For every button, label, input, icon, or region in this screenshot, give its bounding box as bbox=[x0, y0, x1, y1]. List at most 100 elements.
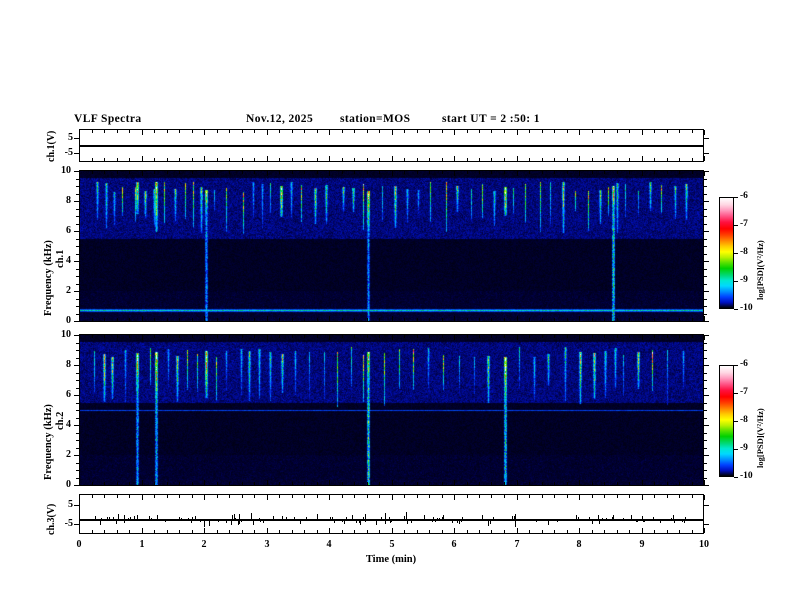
ch3-spike bbox=[602, 518, 603, 519]
ch3-spike bbox=[239, 514, 240, 519]
ch1-volt-tick bbox=[74, 153, 79, 154]
ch3w-xtick-bot bbox=[517, 528, 518, 533]
ch1s-xtick-bot bbox=[117, 318, 118, 321]
ch1-spectrogram-canvas bbox=[80, 171, 703, 321]
ch3-spike bbox=[209, 520, 210, 526]
ch3w-xtick-top bbox=[629, 495, 630, 498]
ch2-freq-minor bbox=[76, 403, 79, 404]
ch2s-xtick-top bbox=[154, 335, 155, 338]
ch1s-xtick-top bbox=[517, 171, 518, 176]
ch1w-xtick-top bbox=[542, 130, 543, 133]
ch1w-xtick-bot bbox=[617, 158, 618, 161]
ch3-volt-tick bbox=[74, 505, 79, 506]
ch1-freq-minor-r bbox=[704, 276, 707, 277]
ch2s-xtick-top bbox=[242, 335, 243, 338]
ch1w-xtick-top bbox=[367, 130, 368, 133]
ch1s-xtick-top bbox=[592, 171, 593, 174]
ch1s-xtick-top bbox=[467, 171, 468, 174]
ch2s-xtick-top bbox=[179, 335, 180, 338]
ch3w-xtick-top bbox=[367, 495, 368, 498]
ch3w-xtick-top bbox=[429, 495, 430, 498]
colorbar-ch1-ticklabel--8: -8 bbox=[740, 247, 748, 257]
ch1-freq-tick-10 bbox=[74, 171, 79, 172]
ch2s-xtick-top bbox=[654, 335, 655, 338]
ch2-freq-minor bbox=[76, 380, 79, 381]
ch1w-xtick-bot bbox=[204, 156, 205, 161]
ch1w-xtick-bot bbox=[679, 158, 680, 161]
ch3-spike bbox=[644, 520, 645, 522]
ch2s-xtick-top bbox=[142, 335, 143, 340]
ch2s-xtick-top bbox=[117, 335, 118, 338]
ch3-spike bbox=[514, 516, 515, 519]
ch3-spike bbox=[407, 520, 408, 524]
ch2s-xtick-bot bbox=[679, 482, 680, 485]
ch2s-xtick-top bbox=[267, 335, 268, 340]
ch3-spike bbox=[443, 515, 444, 519]
ch2s-xtick-top bbox=[554, 335, 555, 338]
ch1-freq-minor-r bbox=[704, 299, 707, 300]
ch2-freq-minor-r bbox=[704, 470, 707, 471]
ch3-spike bbox=[515, 520, 516, 527]
ch3w-xtick-top bbox=[192, 495, 193, 498]
ch3-spike bbox=[356, 520, 357, 523]
ch2s-xtick-bot bbox=[554, 482, 555, 485]
ch1s-xtick-top bbox=[104, 171, 105, 174]
ch1s-xtick-top bbox=[642, 171, 643, 176]
ch1w-xtick-top bbox=[254, 130, 255, 133]
ch2-freq-minor bbox=[76, 440, 79, 441]
ch1-volt-ticklabel: -5 bbox=[64, 147, 73, 158]
ch1s-xtick-bot bbox=[604, 318, 605, 321]
ch2s-xtick-bot bbox=[317, 482, 318, 485]
ch3w-xtick-bot bbox=[354, 530, 355, 533]
ch3-spike bbox=[300, 520, 301, 524]
ch1s-xtick-bot bbox=[642, 316, 643, 321]
ch1s-xtick-bot bbox=[329, 316, 330, 321]
ch3w-xtick-bot bbox=[654, 530, 655, 533]
ch3w-xtick-top bbox=[104, 495, 105, 498]
ch3-spike bbox=[643, 520, 644, 522]
ch1w-xtick-bot bbox=[542, 158, 543, 161]
ch1w-xtick-bot bbox=[292, 158, 293, 161]
ch2s-xtick-bot bbox=[579, 480, 580, 485]
ch1-freq-tick-r-6 bbox=[704, 231, 709, 232]
ch3w-xtick-bot bbox=[667, 530, 668, 533]
ch2-freq-minor-r bbox=[704, 448, 707, 449]
ch3w-xtick-bot bbox=[79, 528, 80, 533]
ch3w-xtick-bot bbox=[704, 528, 705, 533]
colorbar-ch2-tick--9 bbox=[734, 449, 738, 450]
ch1s-xtick-bot bbox=[267, 316, 268, 321]
ch1-freq-minor bbox=[76, 284, 79, 285]
ch3-spike bbox=[235, 518, 236, 519]
ch3w-xtick-top bbox=[491, 495, 492, 498]
ch1w-xtick-top bbox=[229, 130, 230, 133]
ch3w-xtick-top bbox=[329, 495, 330, 500]
ch3w-xtick-top bbox=[517, 495, 518, 500]
ch3-spike bbox=[411, 520, 412, 523]
ch2s-xtick-top bbox=[204, 335, 205, 340]
ch3-spike bbox=[433, 517, 434, 519]
ch2s-xtick-bot bbox=[304, 482, 305, 485]
ch2-freq-minor-r bbox=[704, 343, 707, 344]
start-ut-label: start UT = 2 :50: 1 bbox=[442, 113, 540, 125]
ch2s-xtick-top bbox=[479, 335, 480, 338]
ch1-freq-minor-r bbox=[704, 254, 707, 255]
ch3w-xtick-bot bbox=[692, 530, 693, 533]
ch2s-xtick-top bbox=[279, 335, 280, 338]
ch2s-xtick-top bbox=[92, 335, 93, 338]
colorbar-ch1-ticklabel--6: -6 bbox=[740, 191, 748, 201]
ch3w-xtick-bot bbox=[142, 528, 143, 533]
ch3-spike bbox=[548, 520, 549, 525]
ch1-volt-tick bbox=[74, 138, 79, 139]
ch3w-xtick-top bbox=[392, 495, 393, 500]
ch3w-xtick-top bbox=[504, 495, 505, 498]
ch2-freq-ticklabel-4: 4 bbox=[66, 419, 71, 430]
ch1s-xtick-top bbox=[342, 171, 343, 174]
ch1w-xtick-bot bbox=[504, 158, 505, 161]
ch2-freq-minor bbox=[76, 343, 79, 344]
ch2s-xtick-top bbox=[354, 335, 355, 338]
ch2s-xtick-top bbox=[229, 335, 230, 338]
ch3-spike bbox=[238, 520, 239, 525]
ch3w-xtick-bot bbox=[117, 530, 118, 533]
ch1w-xtick-bot bbox=[642, 156, 643, 161]
